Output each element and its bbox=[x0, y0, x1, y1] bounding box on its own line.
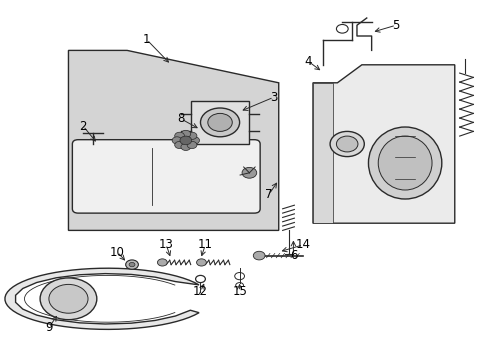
Ellipse shape bbox=[378, 136, 431, 190]
Ellipse shape bbox=[368, 127, 441, 199]
Text: 3: 3 bbox=[269, 91, 277, 104]
PathPatch shape bbox=[5, 268, 199, 329]
Polygon shape bbox=[68, 50, 278, 230]
Circle shape bbox=[174, 141, 184, 149]
FancyBboxPatch shape bbox=[72, 140, 260, 213]
Circle shape bbox=[181, 143, 190, 150]
Text: 11: 11 bbox=[198, 238, 212, 251]
Circle shape bbox=[49, 284, 88, 313]
Text: 9: 9 bbox=[45, 321, 53, 334]
Text: 8: 8 bbox=[177, 112, 184, 125]
Circle shape bbox=[242, 167, 256, 178]
Circle shape bbox=[187, 141, 197, 149]
Text: 5: 5 bbox=[391, 19, 399, 32]
Text: 14: 14 bbox=[295, 238, 310, 251]
Text: 6: 6 bbox=[289, 249, 297, 262]
Circle shape bbox=[253, 251, 264, 260]
Circle shape bbox=[181, 130, 190, 138]
Circle shape bbox=[180, 136, 191, 145]
Circle shape bbox=[172, 137, 182, 144]
Circle shape bbox=[40, 278, 97, 320]
Polygon shape bbox=[312, 65, 454, 223]
Circle shape bbox=[200, 108, 239, 137]
Circle shape bbox=[329, 131, 364, 157]
Circle shape bbox=[207, 113, 232, 131]
Circle shape bbox=[157, 259, 167, 266]
Circle shape bbox=[336, 136, 357, 152]
Circle shape bbox=[125, 260, 138, 269]
Text: 12: 12 bbox=[193, 285, 207, 298]
Circle shape bbox=[129, 262, 135, 267]
Circle shape bbox=[187, 132, 197, 139]
Circle shape bbox=[189, 137, 199, 144]
Text: 10: 10 bbox=[110, 246, 124, 258]
Text: 1: 1 bbox=[142, 33, 150, 46]
Text: 15: 15 bbox=[232, 285, 246, 298]
Text: 4: 4 bbox=[304, 55, 311, 68]
Text: 2: 2 bbox=[79, 120, 87, 132]
Bar bbox=[312, 83, 332, 223]
Bar bbox=[190, 101, 249, 144]
Text: 13: 13 bbox=[159, 238, 173, 251]
Text: 7: 7 bbox=[264, 188, 272, 201]
Circle shape bbox=[174, 132, 184, 139]
Circle shape bbox=[196, 259, 206, 266]
